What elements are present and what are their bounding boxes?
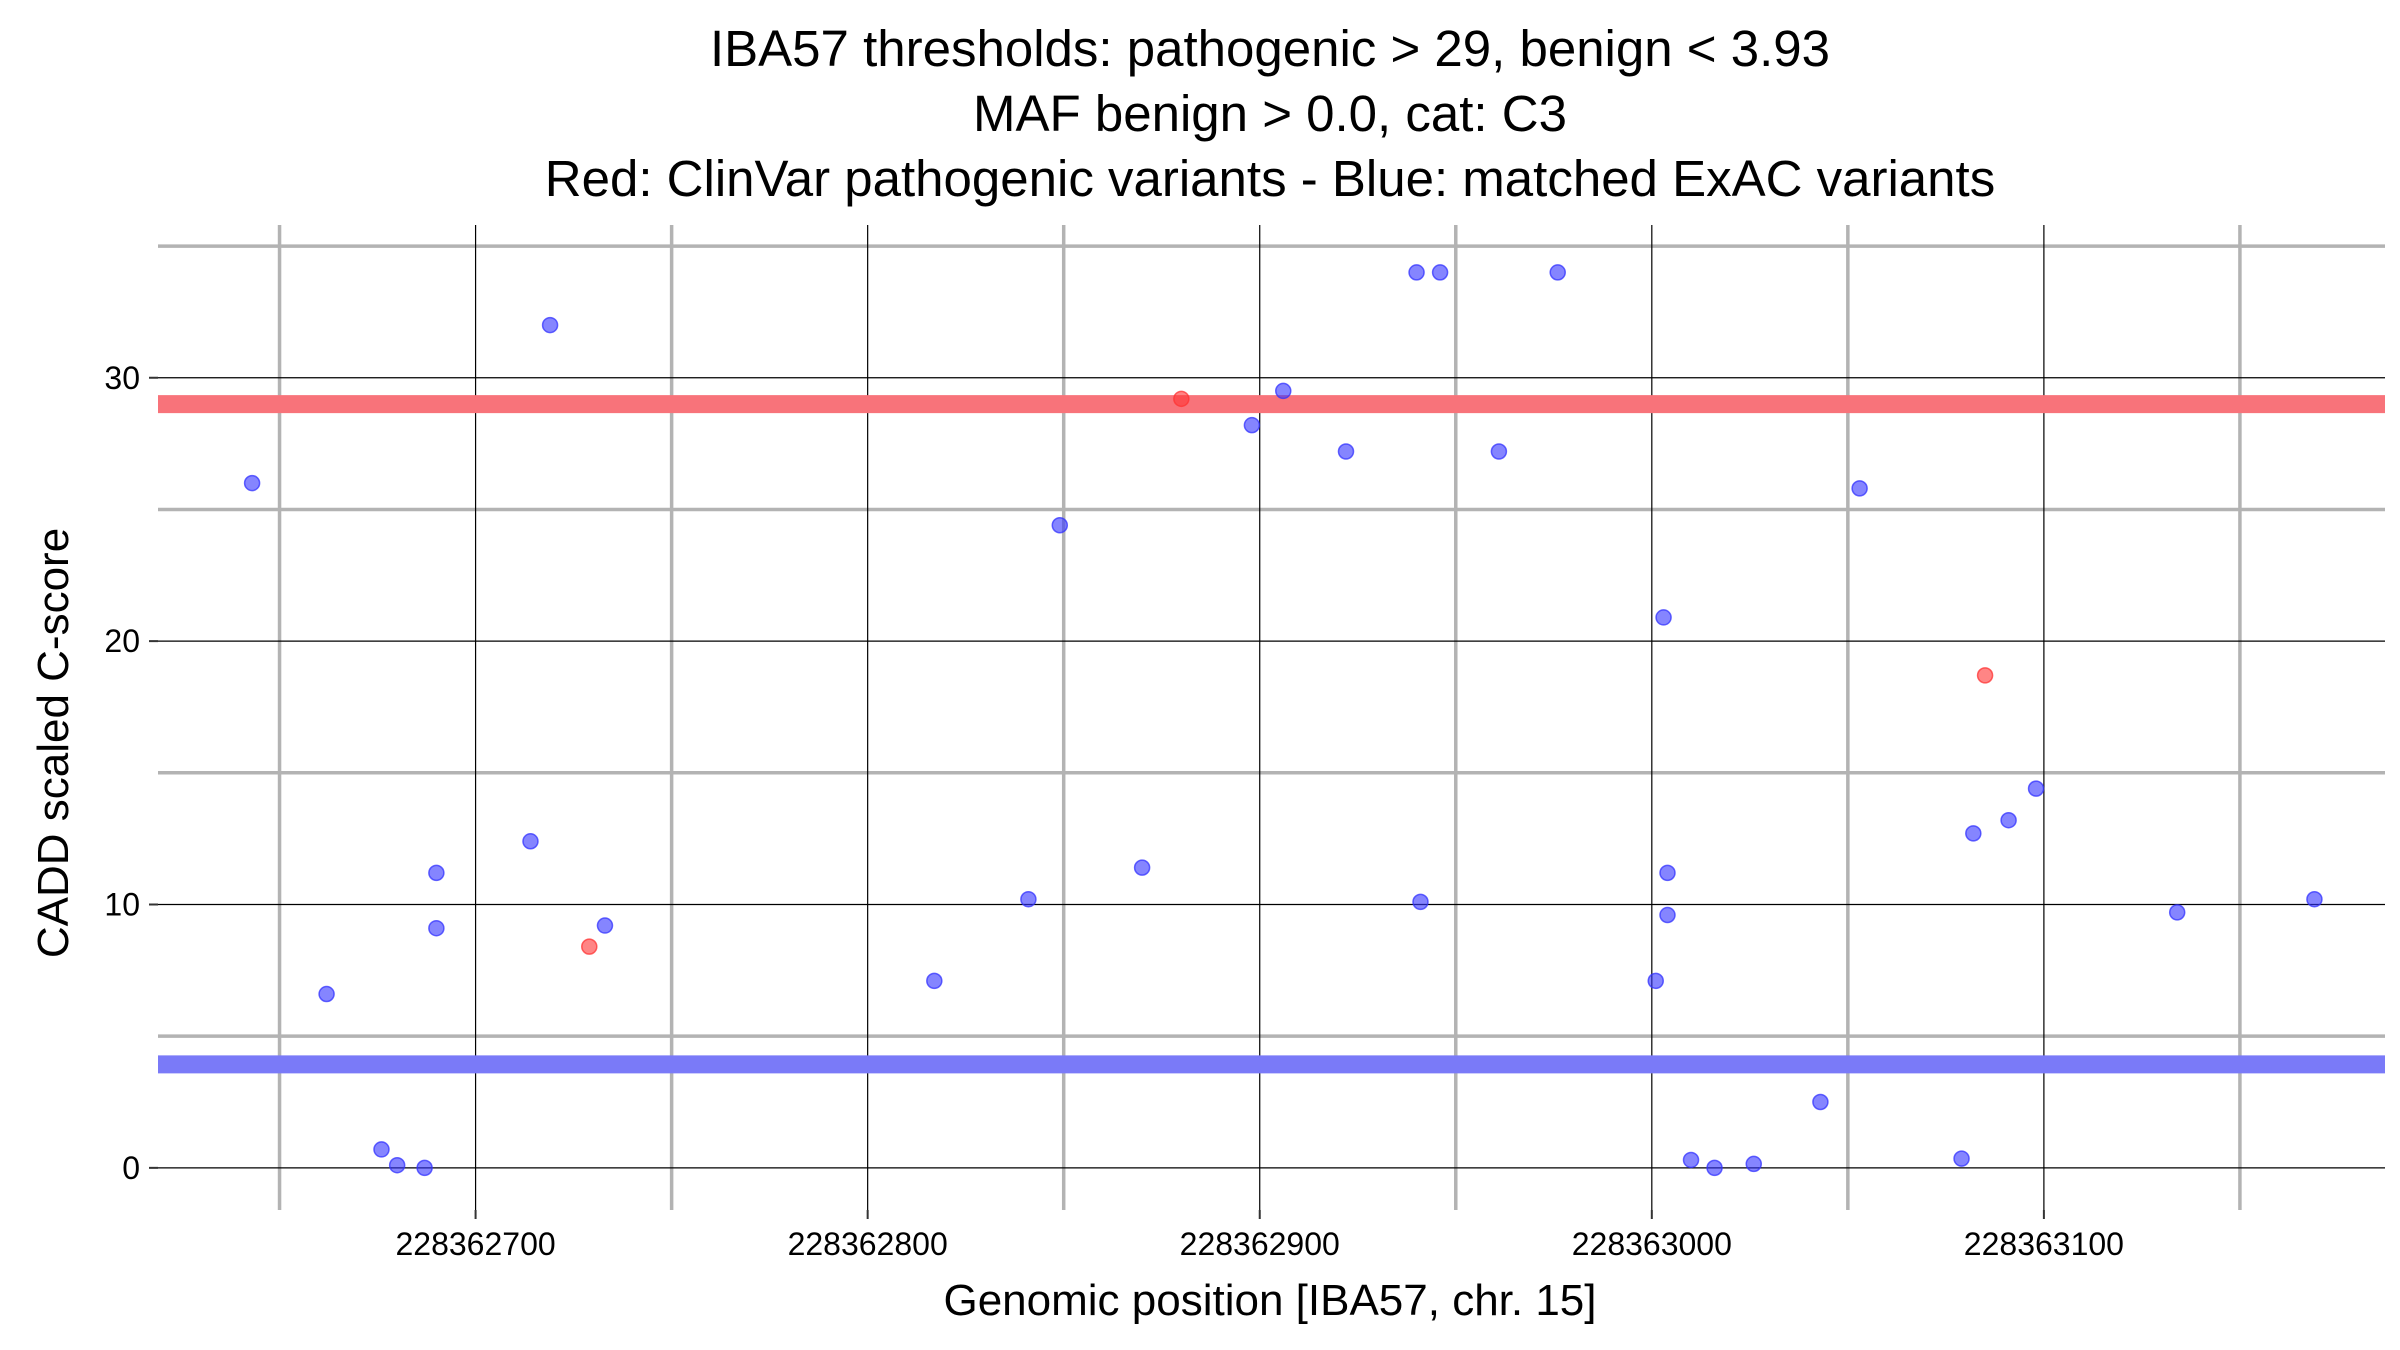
y-axis-label: CADD scaled C-score <box>29 528 78 958</box>
data-point-benign <box>1051 516 1069 534</box>
data-point-benign <box>1133 859 1151 876</box>
data-point-benign <box>1243 416 1261 434</box>
minor-gridlines <box>158 225 2385 1210</box>
data-point-benign <box>416 1159 433 1177</box>
data-point-benign <box>1655 609 1672 626</box>
x-axis-label: Genomic position [IBA57, chr. 15] <box>943 1276 1596 1325</box>
threshold-lines <box>158 395 2385 1074</box>
data-point-benign <box>1965 825 1982 842</box>
data-point-benign <box>1647 972 1664 990</box>
x-tick-label: 228363100 <box>1964 1226 2124 1262</box>
x-axis-ticks: 228362700 228362800 228362900 228363000 2283… <box>395 1210 2124 1262</box>
data-point-pathogenic <box>581 938 598 955</box>
data-point-benign <box>1490 443 1508 460</box>
data-point-benign <box>318 985 335 1003</box>
data-point-benign <box>926 972 943 990</box>
data-point-benign <box>1745 1155 1763 1173</box>
data-points <box>243 264 2323 1177</box>
data-point-benign <box>1851 480 1868 497</box>
data-point-benign <box>1706 1159 1723 1177</box>
data-point-pathogenic <box>1976 667 1994 684</box>
chart-title-line-2: MAF benign > 0.0, cat: C3 <box>973 85 1567 142</box>
data-point-pathogenic <box>1173 390 1190 408</box>
y-tick-label: 10 <box>104 886 140 922</box>
data-point-benign <box>1337 443 1355 460</box>
data-point-benign <box>522 833 539 850</box>
chart-title: IBA57 thresholds: pathogenic > 29, benig… <box>545 20 1995 207</box>
y-axis-ticks: 0 10 20 30 <box>104 360 158 1186</box>
data-point-benign <box>541 316 559 334</box>
data-point-benign <box>1431 264 1449 281</box>
data-point-benign <box>2000 811 2017 829</box>
data-point-benign <box>1020 890 1037 908</box>
y-tick-label: 20 <box>104 623 140 659</box>
y-tick-label: 30 <box>104 360 140 396</box>
chart-title-line-3: Red: ClinVar pathogenic variants - Blue:… <box>545 150 1995 207</box>
data-point-benign <box>1812 1093 1829 1111</box>
data-point-benign <box>428 864 445 882</box>
data-point-benign <box>2306 890 2323 908</box>
major-gridlines <box>158 225 2385 1210</box>
data-point-benign <box>596 917 614 934</box>
data-point-benign <box>428 919 445 937</box>
data-point-benign <box>1953 1150 1970 1167</box>
data-point-benign <box>1412 893 1429 911</box>
data-point-benign <box>2027 780 2045 797</box>
data-point-benign <box>2168 904 2186 921</box>
data-point-benign <box>1659 906 1676 924</box>
chart-title-line-1: IBA57 thresholds: pathogenic > 29, benig… <box>710 20 1830 77</box>
data-point-benign <box>1549 264 1566 281</box>
data-point-benign <box>388 1156 406 1174</box>
data-point-benign <box>1275 382 1292 400</box>
data-point-benign <box>1682 1151 1700 1169</box>
x-tick-label: 228362700 <box>395 1226 555 1262</box>
x-tick-label: 228362900 <box>1180 1226 1340 1262</box>
x-tick-label: 228362800 <box>788 1226 948 1262</box>
data-point-benign <box>373 1141 390 1158</box>
data-point-benign <box>243 474 261 492</box>
x-tick-label: 228363000 <box>1572 1226 1732 1262</box>
data-point-benign <box>1408 264 1425 281</box>
data-point-benign <box>1659 864 1676 882</box>
y-tick-label: 0 <box>122 1150 140 1186</box>
